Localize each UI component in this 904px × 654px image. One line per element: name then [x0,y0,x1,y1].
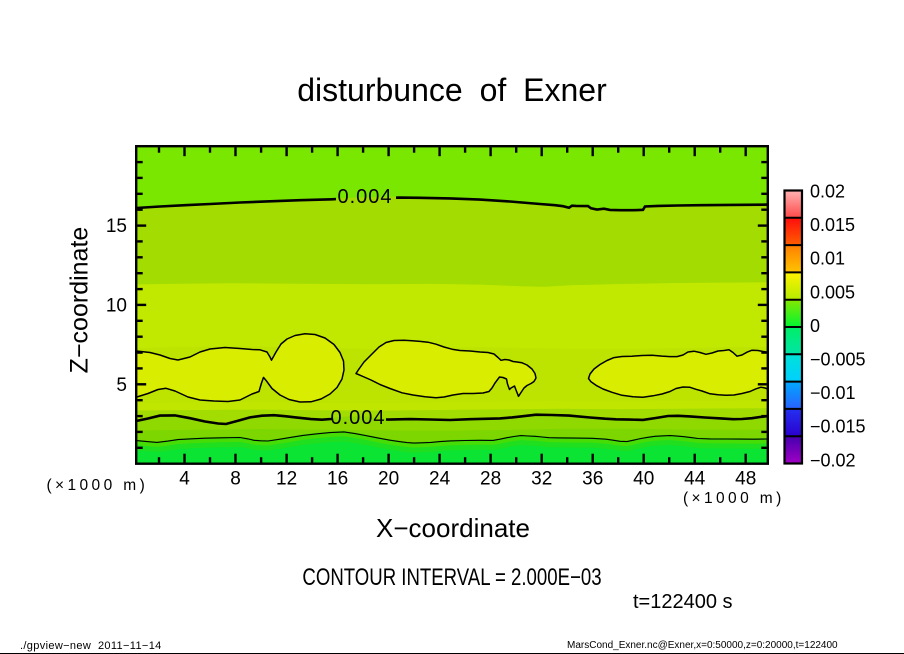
svg-text:0.02: 0.02 [810,182,845,202]
svg-text:4: 4 [179,469,190,490]
svg-text:0: 0 [810,316,820,336]
svg-text:5: 5 [116,375,127,396]
svg-text:0.004: 0.004 [337,186,392,208]
svg-text:−0.005: −0.005 [810,350,866,370]
svg-text:15: 15 [106,216,127,237]
svg-text:12: 12 [276,469,297,490]
svg-text:24: 24 [429,469,451,490]
svg-text:40: 40 [633,469,654,490]
svg-text:36: 36 [582,469,603,490]
svg-text:−0.015: −0.015 [810,417,866,437]
svg-text:32: 32 [531,469,552,490]
svg-text:0.01: 0.01 [810,249,845,269]
svg-text:0.015: 0.015 [810,215,855,235]
svg-text:0.005: 0.005 [810,282,855,302]
svg-text:10: 10 [106,295,127,316]
svg-text:16: 16 [327,469,348,490]
svg-text:48: 48 [735,469,756,490]
svg-text:8: 8 [230,469,241,490]
svg-text:−0.02: −0.02 [810,450,856,470]
svg-text:0.004: 0.004 [330,407,385,429]
svg-text:44: 44 [684,469,706,490]
svg-text:28: 28 [480,469,501,490]
svg-text:−0.01: −0.01 [810,383,856,403]
svg-text:20: 20 [378,469,399,490]
